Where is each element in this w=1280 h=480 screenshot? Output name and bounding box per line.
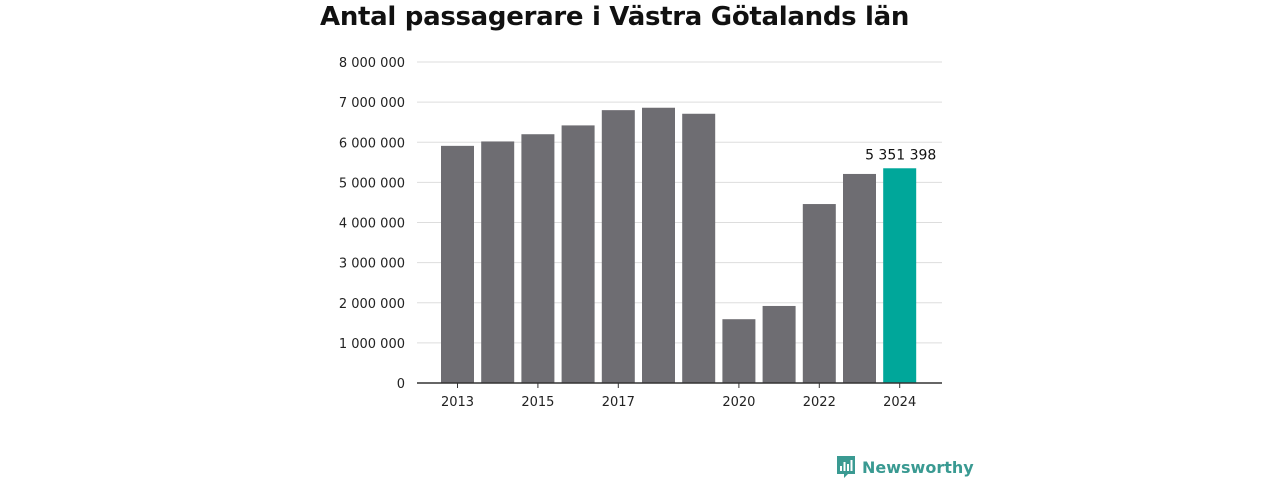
y-tick-label: 6 000 000: [339, 136, 405, 151]
x-tick-label: 2022: [803, 395, 836, 410]
chart-title: Antal passagerare i Västra Götalands län: [320, 2, 910, 32]
bar: [682, 113, 716, 383]
y-tick-label: 8 000 000: [339, 56, 405, 71]
bar: [481, 141, 515, 383]
y-tick-label: 3 000 000: [339, 257, 405, 272]
bar: [642, 107, 675, 384]
bar: [521, 134, 555, 383]
bar-highlight: [883, 168, 917, 383]
bar: [722, 319, 756, 383]
newsworthy-chart-icon: [837, 456, 855, 478]
y-tick-label: 4 000 000: [339, 217, 405, 232]
x-tick-label: 2013: [441, 395, 474, 410]
x-tick-label: 2020: [722, 395, 755, 410]
brand-name: Newsworthy: [862, 457, 974, 477]
x-tick-label: 2015: [521, 395, 554, 410]
x-tick-label: 2024: [883, 395, 916, 410]
bar: [762, 305, 796, 383]
bar: [561, 125, 595, 384]
y-tick-label: 5 000 000: [339, 176, 405, 191]
data-label: 5 351 398: [865, 147, 936, 163]
bar: [601, 110, 635, 384]
y-tick-label: 1 000 000: [339, 337, 405, 352]
bar: [802, 204, 836, 383]
y-tick-label: 2 000 000: [339, 297, 405, 312]
bar: [843, 173, 876, 383]
y-tick-label: 7 000 000: [339, 96, 405, 111]
bar: [441, 145, 474, 383]
y-tick-label: 0: [397, 377, 405, 392]
brand-logo: Newsworthy: [836, 455, 974, 479]
x-tick-label: 2017: [602, 395, 635, 410]
